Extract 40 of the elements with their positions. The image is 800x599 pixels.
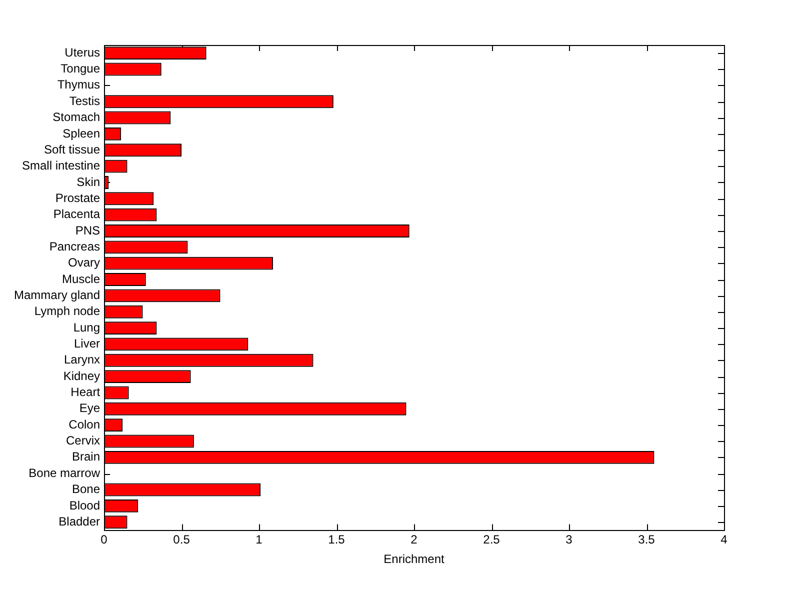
y-tick-label: Thymus [57, 78, 100, 92]
y-tick-label: Small intestine [22, 158, 100, 173]
y-tick-label: Kidney [63, 368, 100, 383]
y-tick-label: Stomach [52, 110, 100, 124]
y-tick-label: Colon [68, 417, 100, 432]
y-tick-label: Pancreas [49, 239, 100, 254]
x-tick-label: 3 [566, 532, 573, 547]
y-tick-label: Liver [74, 336, 100, 351]
y-tick-label: Tongue [60, 62, 100, 76]
y-tick-label: Lymph node [34, 304, 100, 318]
x-tick-label: 1 [256, 532, 263, 547]
y-tick-label: Lung [73, 320, 100, 334]
y-tick-label: Muscle [62, 272, 100, 286]
y-tick-label: Brain [72, 450, 100, 464]
y-tick-label: PNS [75, 223, 100, 238]
x-tick-label: 1.5 [328, 532, 346, 547]
y-tick-label: Testis [69, 94, 100, 108]
y-tick-label: Skin [76, 174, 100, 189]
x-tick-label: 4 [720, 532, 728, 547]
x-tick-label: 3.5 [638, 532, 656, 547]
x-tick-label: 2.5 [483, 532, 500, 547]
y-tick-label: Bone [72, 482, 100, 496]
y-tick-label: Larynx [64, 352, 100, 367]
y-tick-label: Prostate [55, 190, 100, 205]
y-tick-label: Cervix [66, 434, 100, 448]
x-tick-label: 0.5 [173, 532, 190, 547]
y-tick-label: Ovary [68, 256, 100, 270]
y-tick-label: Bladder [58, 514, 100, 528]
x-tick-label: 0 [100, 532, 108, 547]
x-tick-label: 2 [410, 532, 418, 547]
y-tick-label: Placenta [53, 207, 100, 222]
x-axis-title: Enrichment [384, 552, 446, 566]
y-tick-label: Soft tissue [44, 142, 100, 156]
y-tick-label: Mammary gland [14, 288, 100, 302]
y-tick-label: Blood [69, 498, 100, 512]
y-tick-label: Spleen [62, 126, 100, 140]
y-tick-label: Heart [70, 385, 101, 400]
y-tick-label: Bone marrow [28, 466, 100, 480]
y-tick-label: Eye [79, 401, 100, 416]
y-tick-label: Uterus [64, 45, 100, 60]
